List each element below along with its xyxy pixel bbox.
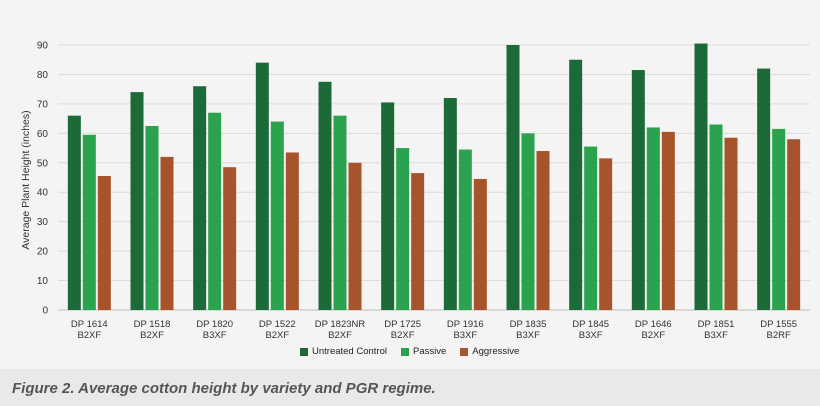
y-axis-label: Average Plant Height (inches) [20,110,32,249]
bar [381,102,395,311]
x-tick-label: B2RF [767,330,791,341]
legend: Untreated Control Passive Aggressive [300,346,519,357]
x-tick-label: DP 1518 [134,319,171,330]
bars [67,43,801,311]
legend-swatch-aggressive [460,347,469,356]
bar [772,128,786,310]
x-tick-label: DP 1820 [196,319,233,330]
bar [348,162,362,310]
x-tick-label: B2XF [641,330,665,341]
x-tick-label: B2XF [391,330,415,341]
bar [599,158,613,310]
y-tick-label: 20 [37,247,49,258]
gridlines [58,44,810,311]
bar [145,125,159,310]
legend-item-passive: Passive [400,346,447,357]
x-tick-label: DP 1725 [384,319,421,330]
y-axis-ticks: 0 10 20 30 40 50 60 70 80 90 [37,41,49,317]
x-tick-label: DP 1646 [635,319,672,330]
bar [270,121,284,310]
y-tick-label: 30 [37,217,49,228]
bar [709,124,723,310]
x-tick-label: B3XF [516,330,540,341]
x-tick-label: DP 1851 [698,319,735,330]
bar [396,148,410,310]
bar [318,81,332,310]
x-tick-label: DP 1845 [572,319,609,330]
legend-swatch-untreated [300,347,308,356]
caption-band [0,369,820,406]
x-tick-label: B2XF [140,330,164,341]
bar [506,45,520,310]
y-tick-label: 50 [37,158,49,169]
bar [82,134,96,310]
bar [694,43,708,311]
bar [631,70,645,311]
x-tick-label: B2XF [328,330,352,341]
x-tick-label: DP 1555 [760,319,797,330]
legend-label-passive: Passive [412,346,447,357]
legend-item-aggressive: Aggressive [460,346,519,357]
bar [584,146,598,310]
y-tick-label: 10 [37,276,49,287]
bar [223,167,237,310]
bar [646,127,660,310]
x-tick-label: DP 1823NR [315,319,366,330]
x-tick-label: B3XF [579,330,603,341]
y-tick-label: 90 [37,41,49,52]
bar [333,115,347,311]
x-tick-label: B2XF [77,330,101,341]
bar [411,173,425,310]
figure-caption: Figure 2. Average cotton height by varie… [12,380,436,397]
bar [193,86,207,310]
x-tick-label: B3XF [453,330,477,341]
bar [536,151,550,310]
bar [160,156,174,310]
bar [285,152,299,310]
bar [569,59,583,310]
bar [97,176,111,310]
x-tick-label: DP 1916 [447,319,484,330]
legend-label-aggressive: Aggressive [472,346,520,357]
x-tick-label: B2XF [265,330,289,341]
x-tick-label: DP 1614 [71,319,108,330]
x-tick-label: B3XF [704,330,728,341]
bar [255,62,269,310]
bar [521,133,535,310]
legend-label-untreated: Untreated Control [312,346,387,357]
bar [724,137,738,310]
bar [787,139,801,310]
y-tick-label: 60 [37,129,49,140]
legend-swatch-passive [400,347,409,356]
bar [473,178,487,310]
y-tick-label: 80 [37,70,49,81]
bar [458,149,472,310]
bar [661,131,675,310]
y-tick-label: 70 [37,99,49,110]
x-tick-label: DP 1835 [510,319,547,330]
bar [443,98,457,310]
y-tick-label: 40 [37,188,49,199]
bar [67,115,81,311]
x-tick-label: B3XF [203,330,227,341]
bar [208,112,222,310]
x-tick-label: DP 1522 [259,319,296,330]
bar [130,92,144,310]
legend-item-untreated: Untreated Control [300,346,387,357]
bar [757,68,771,310]
y-tick-label: 0 [42,306,48,317]
